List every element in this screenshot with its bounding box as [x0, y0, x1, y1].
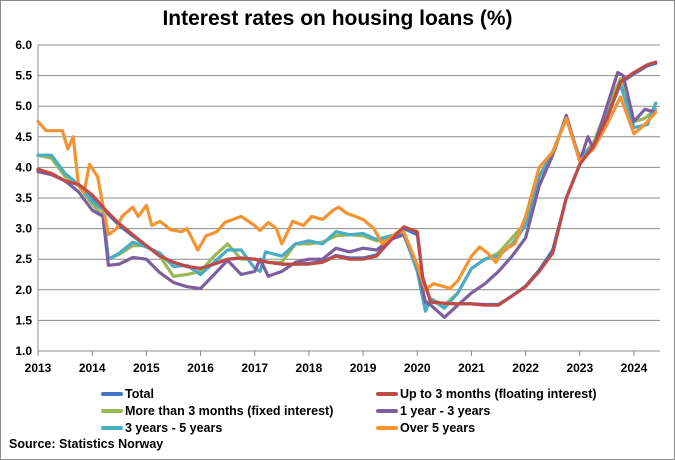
- source-note: Source: Statistics Norway: [9, 437, 164, 451]
- legend-swatch: [101, 426, 123, 430]
- x-tick-label: 2021: [458, 361, 485, 375]
- legend-item-fixed: More than 3 months (fixed interest): [101, 403, 333, 419]
- legend-item-total: Total: [101, 386, 154, 402]
- y-tick-label: 4.0: [15, 160, 32, 174]
- y-tick-label: 3.0: [15, 222, 32, 236]
- legend-swatch: [101, 409, 123, 413]
- legend-label: Over 5 years: [400, 421, 476, 435]
- x-tick-label: 2016: [187, 361, 214, 375]
- series-line-more-than-3-months-fixed-interest: [36, 77, 658, 307]
- legend-label: More than 3 months (fixed interest): [125, 404, 334, 418]
- legend-label: 3 years - 5 years: [125, 421, 223, 435]
- y-tick-label: 4.5: [15, 130, 32, 144]
- legend-label: 1 year - 3 years: [400, 404, 491, 418]
- legend-item-1-3-years: 1 year - 3 years: [376, 403, 490, 419]
- legend-item-over-5-years: Over 5 years: [376, 420, 475, 436]
- legend-swatch: [101, 392, 123, 396]
- y-tick-label: 6.0: [15, 38, 32, 52]
- y-tick-label: 1.5: [15, 313, 32, 327]
- y-tick-label: 2.5: [15, 252, 32, 266]
- x-tick-label: 2023: [566, 361, 593, 375]
- series-line-total: [36, 61, 658, 307]
- y-tick-label: 2.0: [15, 283, 32, 297]
- x-tick-label: 2019: [350, 361, 377, 375]
- legend-label: Total: [125, 387, 154, 401]
- x-tick-label: 2017: [241, 361, 268, 375]
- x-tick-label: 2018: [296, 361, 323, 375]
- y-tick-label: 3.5: [15, 191, 32, 205]
- x-tick-label: 2014: [79, 361, 106, 375]
- y-tick-label: 1.0: [15, 344, 32, 358]
- line-chart: 1.0 1.5 2.0 2.5 3.0 3.5 4.0 4.5 5.0 5.5 6.0 2013 201…: [15, 38, 660, 375]
- series-line-up-to-3-months-floating-interest: [36, 60, 658, 307]
- x-tick-label: 2024: [621, 361, 648, 375]
- legend-label: Up to 3 months (floating interest): [400, 387, 597, 401]
- legend-swatch: [376, 392, 398, 396]
- chart-title: Interest rates on housing loans (%): [162, 7, 513, 30]
- y-tick-label: 5.5: [15, 69, 32, 83]
- x-tick-label: 2020: [404, 361, 431, 375]
- series-line-1-year-3-years: [36, 70, 658, 319]
- legend-item-floating: Up to 3 months (floating interest): [376, 386, 597, 402]
- x-tick-label: 2013: [25, 361, 52, 375]
- y-tick-label: 5.0: [15, 99, 32, 113]
- legend-swatch: [376, 426, 398, 430]
- x-tick-label: 2022: [512, 361, 539, 375]
- x-tick-label: 2015: [133, 361, 160, 375]
- legend-swatch: [376, 409, 398, 413]
- series-line-over-5-years: [36, 95, 658, 292]
- legend-item-3-5-years: 3 years - 5 years: [101, 420, 222, 436]
